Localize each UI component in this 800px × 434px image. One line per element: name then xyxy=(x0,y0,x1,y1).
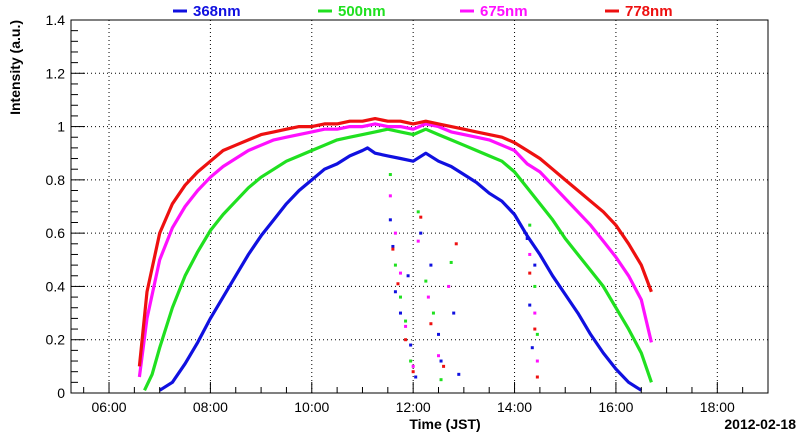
legend-label: 675nm xyxy=(480,3,528,20)
dropout-point-675nm xyxy=(398,271,402,275)
dropout-point-675nm xyxy=(535,359,539,363)
dropout-point-500nm xyxy=(388,173,392,177)
dropout-point-500nm xyxy=(533,284,537,288)
series-line-368nm xyxy=(158,146,643,392)
dropout-point-675nm xyxy=(393,231,397,235)
dropout-point-778nm xyxy=(533,327,537,331)
dropout-point-778nm xyxy=(429,322,433,326)
dropout-point-368nm xyxy=(393,290,397,294)
dropout-point-500nm xyxy=(409,359,413,363)
dropout-point-675nm xyxy=(447,284,451,288)
dropout-point-500nm xyxy=(528,223,532,227)
y-tick-label: 1.4 xyxy=(46,12,66,28)
tick-labels: 06:00 08:00 10:00 12:00 14:00 16:00 18:00 0 0.2 0… xyxy=(46,12,736,415)
plot-frame xyxy=(70,19,769,394)
dropout-point-778nm xyxy=(535,375,539,379)
dropout-point-500nm xyxy=(398,295,402,299)
x-axis-title: Time (JST) xyxy=(409,416,480,432)
dropout-point-500nm xyxy=(439,378,443,382)
legend: 368nm 500nm 675nm 778nm xyxy=(173,3,673,20)
dropout-point-500nm xyxy=(535,332,539,336)
axis-ticks xyxy=(71,19,769,394)
dropout-point-368nm xyxy=(525,236,529,240)
x-tick-label: 16:00 xyxy=(598,399,633,415)
dropout-point-368nm xyxy=(388,218,392,222)
legend-label: 778nm xyxy=(625,3,673,20)
dropout-point-675nm xyxy=(404,324,408,328)
y-tick-label: 1 xyxy=(57,119,65,135)
dropout-point-778nm xyxy=(419,215,423,219)
dropout-point-500nm xyxy=(404,319,408,323)
y-tick-label: 1.2 xyxy=(46,65,66,81)
dropout-point-368nm xyxy=(398,311,402,315)
dropout-point-368nm xyxy=(406,274,410,278)
x-tick-label: 06:00 xyxy=(91,399,126,415)
dropout-point-778nm xyxy=(391,247,395,251)
dropout-point-368nm xyxy=(409,343,413,347)
dropout-point-778nm xyxy=(396,282,400,286)
dropout-point-500nm xyxy=(416,210,420,214)
legend-entry-778nm: 778nm xyxy=(605,3,673,20)
y-tick-label: 0 xyxy=(57,385,65,401)
y-tick-label: 0.8 xyxy=(46,172,66,188)
dropout-point-368nm xyxy=(439,359,443,363)
legend-label: 368nm xyxy=(193,3,241,20)
dropout-point-675nm xyxy=(437,354,441,358)
dropout-point-675nm xyxy=(411,364,415,368)
dropout-point-675nm xyxy=(416,239,420,243)
series-line-500nm xyxy=(143,127,653,391)
dropout-point-778nm xyxy=(454,242,458,246)
dropout-point-675nm xyxy=(388,194,392,198)
series-line-675nm xyxy=(137,122,653,378)
legend-label: 500nm xyxy=(338,3,386,20)
dropout-points xyxy=(388,173,539,382)
date-label: 2012-02-18 xyxy=(724,416,796,432)
dropout-point-500nm xyxy=(424,279,428,283)
dropout-point-500nm xyxy=(393,263,397,267)
x-tick-label: 14:00 xyxy=(497,399,532,415)
y-axis-title: Intensity (a.u.) xyxy=(7,20,23,115)
dropout-point-368nm xyxy=(419,231,423,235)
x-tick-label: 08:00 xyxy=(193,399,228,415)
y-tick-label: 0.6 xyxy=(46,225,66,241)
dropout-point-368nm xyxy=(533,263,537,267)
dropout-point-778nm xyxy=(442,364,446,368)
x-tick-label: 10:00 xyxy=(294,399,329,415)
y-tick-label: 0.2 xyxy=(46,332,66,348)
legend-entry-368nm: 368nm xyxy=(173,3,241,20)
legend-entry-500nm: 500nm xyxy=(318,3,386,20)
dropout-point-675nm xyxy=(528,252,532,256)
dropout-point-368nm xyxy=(530,346,534,350)
x-tick-label: 18:00 xyxy=(700,399,735,415)
dropout-point-368nm xyxy=(437,332,441,336)
dropout-point-368nm xyxy=(414,375,418,379)
dropout-point-778nm xyxy=(411,370,415,374)
dropout-point-778nm xyxy=(528,271,532,275)
dropout-point-368nm xyxy=(457,372,461,376)
x-tick-label: 12:00 xyxy=(396,399,431,415)
y-tick-label: 0.4 xyxy=(46,278,66,294)
legend-entry-675nm: 675nm xyxy=(460,3,528,20)
dropout-point-500nm xyxy=(431,311,435,315)
dropout-point-675nm xyxy=(533,311,537,315)
dropout-point-500nm xyxy=(449,260,453,264)
dropout-point-368nm xyxy=(452,311,456,315)
dropout-point-368nm xyxy=(528,303,532,307)
dropout-point-368nm xyxy=(429,263,433,267)
series-layer xyxy=(137,116,653,392)
dropout-point-778nm xyxy=(404,338,408,342)
grid xyxy=(71,20,768,393)
dropout-point-368nm xyxy=(391,244,395,248)
series-line-778nm xyxy=(137,116,653,367)
dropout-point-675nm xyxy=(426,295,430,299)
